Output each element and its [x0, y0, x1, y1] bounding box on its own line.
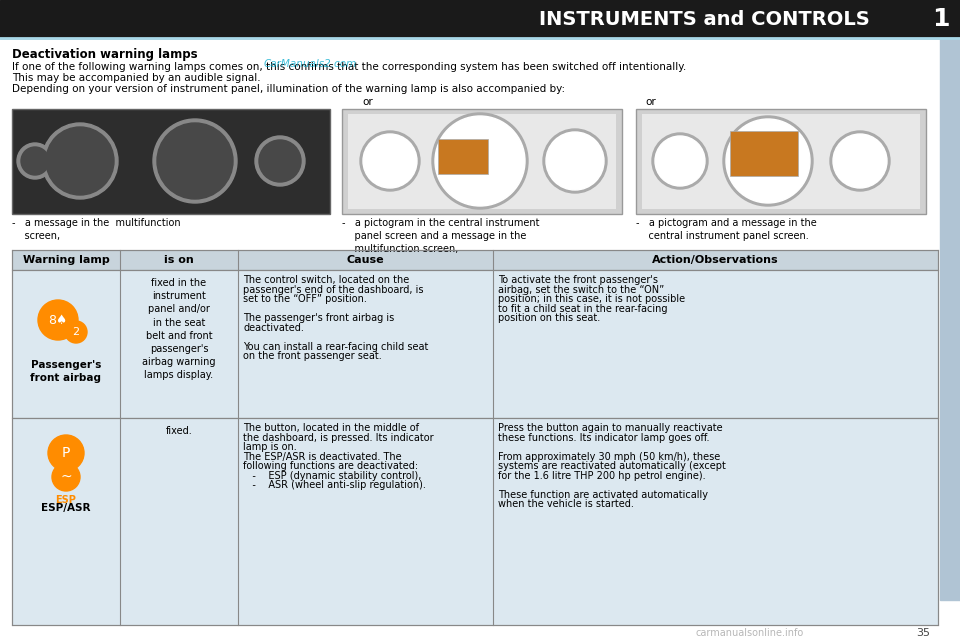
Text: 2: 2	[72, 327, 80, 337]
Circle shape	[726, 119, 810, 203]
Circle shape	[546, 132, 604, 190]
Circle shape	[363, 134, 417, 188]
Bar	[730, 131, 798, 176]
Circle shape	[360, 131, 420, 191]
Text: These function are activated automatically: These function are activated automatical…	[498, 490, 708, 499]
Text: Cause: Cause	[347, 255, 384, 265]
Circle shape	[42, 123, 118, 199]
Text: ESP: ESP	[56, 495, 77, 505]
Bar	[438, 139, 488, 174]
Text: If one of the following warning lamps comes on, this confirms that the correspon: If one of the following warning lamps co…	[12, 62, 686, 72]
Circle shape	[655, 136, 705, 186]
Bar	[348, 114, 616, 209]
Text: From approximately 30 mph (50 km/h), these: From approximately 30 mph (50 km/h), the…	[498, 451, 720, 461]
Text: systems are reactivated automatically (except: systems are reactivated automatically (e…	[498, 461, 726, 471]
Circle shape	[157, 123, 233, 199]
Circle shape	[833, 134, 887, 188]
Text: ~: ~	[60, 470, 72, 484]
Text: The button, located in the middle of: The button, located in the middle of	[243, 423, 419, 433]
Text: This may be accompanied by an audible signal.: This may be accompanied by an audible si…	[12, 73, 260, 83]
Text: fixed in the
instrument
panel and/or
in the seat
belt and front
passenger's
airb: fixed in the instrument panel and/or in …	[142, 278, 216, 380]
Text: -   a message in the  multifunction
    screen,: - a message in the multifunction screen,	[12, 218, 180, 241]
Text: You can install a rear-facing child seat: You can install a rear-facing child seat	[243, 342, 428, 351]
Circle shape	[723, 116, 813, 206]
Text: 8♠: 8♠	[48, 314, 67, 326]
Text: or: or	[645, 97, 656, 107]
Text: The ESP/ASR is deactivated. The: The ESP/ASR is deactivated. The	[243, 451, 401, 461]
Text: for the 1.6 litre THP 200 hp petrol engine).: for the 1.6 litre THP 200 hp petrol engi…	[498, 470, 706, 481]
Circle shape	[38, 300, 78, 340]
Text: The passenger's front airbag is: The passenger's front airbag is	[243, 313, 395, 323]
Text: The control switch, located on the: The control switch, located on the	[243, 275, 409, 285]
Text: Action/Observations: Action/Observations	[652, 255, 779, 265]
Text: lamp is on.: lamp is on.	[243, 442, 297, 452]
Text: -    ASR (wheel anti-slip regulation).: - ASR (wheel anti-slip regulation).	[243, 480, 426, 490]
Text: Depending on your version of instrument panel, illumination of the warning lamp : Depending on your version of instrument …	[12, 84, 565, 94]
Bar	[636, 109, 926, 214]
Text: 35: 35	[916, 628, 930, 638]
Circle shape	[435, 116, 525, 206]
Circle shape	[259, 140, 301, 182]
Text: fixed.: fixed.	[166, 426, 192, 436]
Circle shape	[255, 136, 305, 186]
Text: on the front passenger seat.: on the front passenger seat.	[243, 351, 382, 361]
Text: To activate the front passenger's: To activate the front passenger's	[498, 275, 658, 285]
Text: ESP/ASR: ESP/ASR	[41, 503, 91, 513]
Text: Deactivation warning lamps: Deactivation warning lamps	[12, 48, 198, 61]
Text: -   a pictogram in the central instrument
    panel screen and a message in the
: - a pictogram in the central instrument …	[342, 218, 540, 255]
Text: or: or	[362, 97, 372, 107]
Text: -    ESP (dynamic stability control),: - ESP (dynamic stability control),	[243, 470, 421, 481]
Text: set to the “OFF” position.: set to the “OFF” position.	[243, 294, 367, 304]
Text: to fit a child seat in the rear-facing: to fit a child seat in the rear-facing	[498, 303, 667, 314]
Bar	[12, 109, 330, 214]
Text: position on this seat.: position on this seat.	[498, 313, 600, 323]
Bar	[0, 0, 960, 38]
Text: position; in this case, it is not possible: position; in this case, it is not possib…	[498, 294, 685, 304]
Text: INSTRUMENTS and CONTROLS: INSTRUMENTS and CONTROLS	[540, 10, 870, 29]
Bar	[342, 109, 622, 214]
Circle shape	[52, 463, 80, 491]
Text: is on: is on	[164, 255, 194, 265]
Circle shape	[830, 131, 890, 191]
Text: following functions are deactivated:: following functions are deactivated:	[243, 461, 419, 471]
Text: passenger's end of the dashboard, is: passenger's end of the dashboard, is	[243, 285, 423, 294]
Text: when the vehicle is started.: when the vehicle is started.	[498, 499, 634, 509]
Bar	[12, 250, 938, 270]
Circle shape	[17, 143, 53, 179]
Circle shape	[48, 435, 84, 471]
Circle shape	[21, 147, 49, 175]
Text: Press the button again to manually reactivate: Press the button again to manually react…	[498, 423, 723, 433]
Text: -   a pictogram and a message in the
    central instrument panel screen.: - a pictogram and a message in the centr…	[636, 218, 817, 241]
Text: carmanualsonline.info: carmanualsonline.info	[696, 628, 804, 638]
Text: deactivated.: deactivated.	[243, 323, 304, 333]
Text: the dashboard, is pressed. Its indicator: the dashboard, is pressed. Its indicator	[243, 433, 434, 442]
Circle shape	[65, 321, 87, 343]
Circle shape	[432, 113, 528, 209]
Bar	[940, 38, 960, 600]
Text: P: P	[61, 446, 70, 460]
Bar	[12, 270, 938, 418]
Text: 1: 1	[932, 7, 950, 31]
Text: CarManuals2.com: CarManuals2.com	[263, 59, 356, 69]
Text: airbag, set the switch to the “ON”: airbag, set the switch to the “ON”	[498, 285, 664, 294]
Bar	[12, 418, 938, 625]
Circle shape	[153, 119, 237, 203]
Circle shape	[543, 129, 607, 193]
Text: Warning lamp: Warning lamp	[23, 255, 109, 265]
Bar	[642, 114, 920, 209]
Circle shape	[652, 133, 708, 189]
Circle shape	[46, 127, 114, 195]
Text: Passenger's
front airbag: Passenger's front airbag	[31, 360, 102, 383]
Text: these functions. Its indicator lamp goes off.: these functions. Its indicator lamp goes…	[498, 433, 709, 442]
